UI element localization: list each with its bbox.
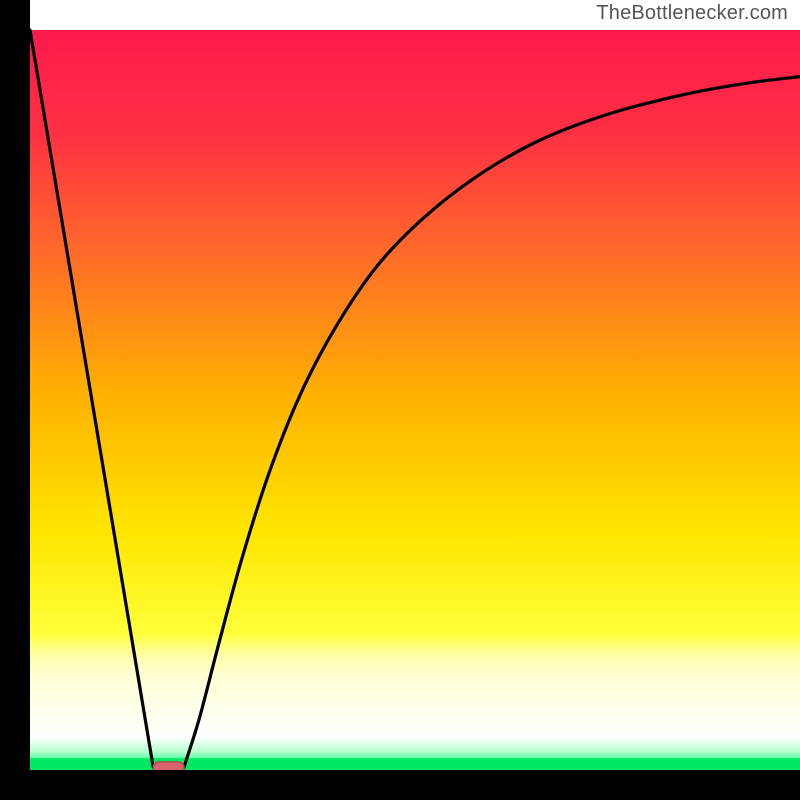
watermark-text: TheBottlenecker.com <box>596 2 788 25</box>
green-strip <box>30 758 800 770</box>
y-axis-bar <box>0 0 30 800</box>
x-axis-bar <box>0 770 800 800</box>
plot-background <box>30 30 800 770</box>
bottleneck-chart <box>0 0 800 800</box>
